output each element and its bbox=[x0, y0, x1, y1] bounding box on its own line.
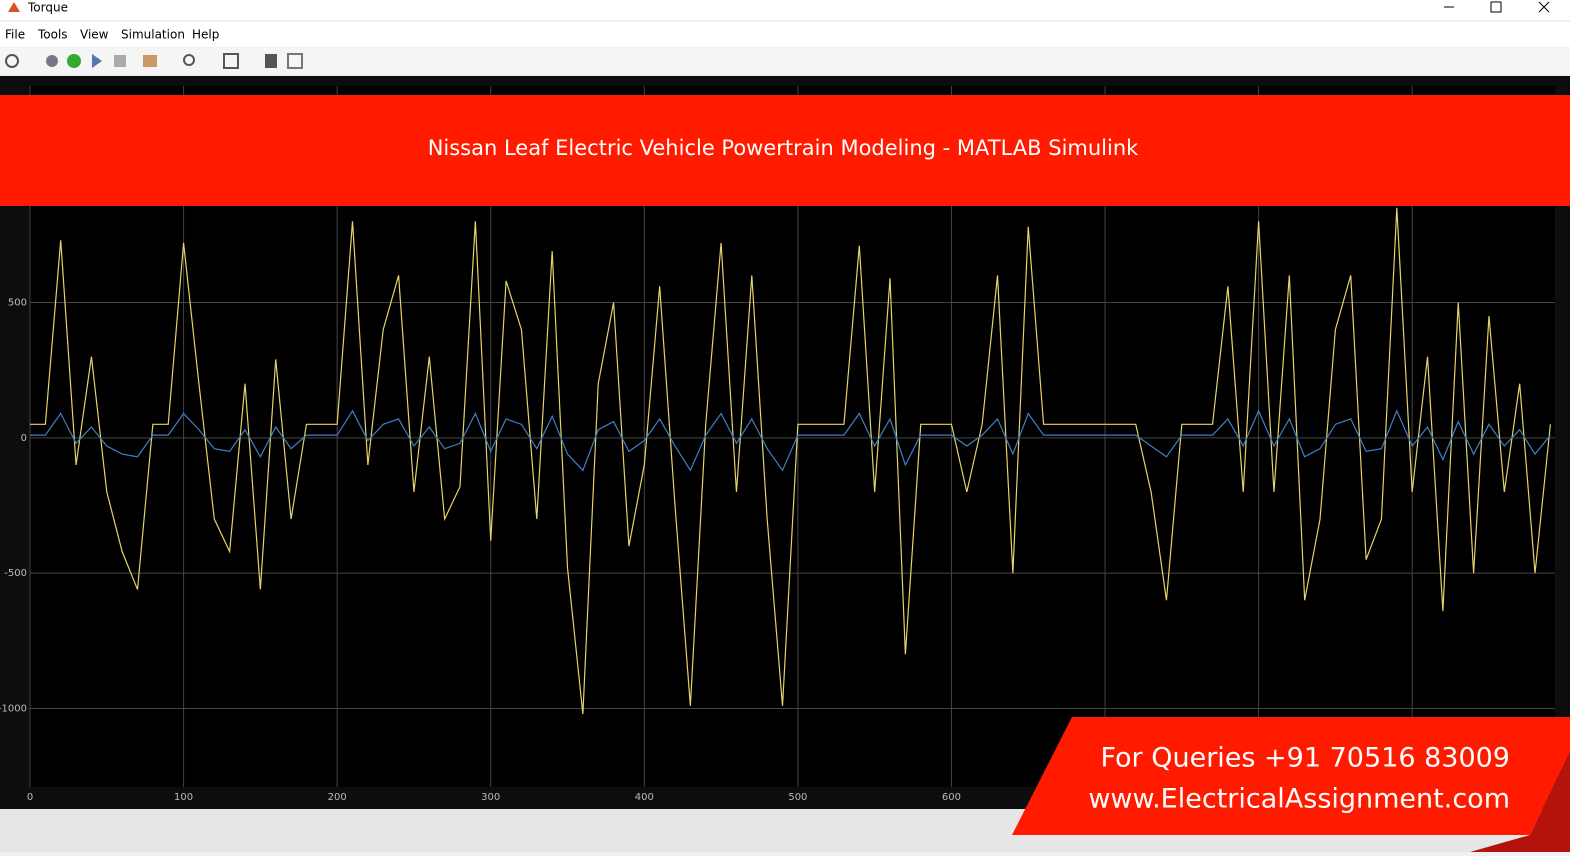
series-line bbox=[30, 409, 1551, 472]
y-tick-label: 500 bbox=[8, 298, 27, 309]
step-back-button[interactable] bbox=[46, 55, 58, 67]
title-bar bbox=[0, 0, 1570, 20]
menu-item[interactable]: Tools bbox=[37, 28, 68, 42]
banner-title: Nissan Leaf Electric Vehicle Powertrain … bbox=[428, 136, 1139, 160]
maximize[interactable] bbox=[1490, 1, 1502, 13]
app-icon bbox=[8, 2, 20, 12]
menu-item[interactable]: View bbox=[80, 28, 109, 42]
x-tick-label: 600 bbox=[942, 792, 961, 803]
measure-button[interactable] bbox=[287, 53, 303, 69]
close[interactable] bbox=[1538, 1, 1550, 13]
menu-item[interactable]: Help bbox=[192, 28, 219, 42]
contact-phone: For Queries +91 70516 83009 bbox=[1100, 743, 1510, 774]
highlight-button[interactable] bbox=[143, 55, 157, 67]
trigger-button[interactable] bbox=[265, 54, 277, 68]
x-tick-label: 200 bbox=[328, 792, 347, 803]
x-tick-label: 100 bbox=[174, 792, 193, 803]
autoscale-button[interactable] bbox=[223, 53, 239, 69]
window-title: Torque bbox=[27, 1, 68, 15]
settings-button[interactable] bbox=[5, 54, 19, 68]
x-tick-label: 400 bbox=[635, 792, 654, 803]
run-button[interactable] bbox=[67, 54, 81, 68]
y-tick-label: -500 bbox=[4, 568, 27, 579]
zoom-button[interactable] bbox=[183, 54, 195, 66]
x-tick-label: 500 bbox=[788, 792, 807, 803]
contact-website: www.ElectricalAssignment.com bbox=[1088, 784, 1510, 815]
x-tick-label: 0 bbox=[27, 792, 33, 803]
step-forward-button[interactable] bbox=[92, 54, 102, 68]
toolbar bbox=[0, 48, 1570, 74]
contact-banner bbox=[1012, 717, 1570, 835]
menu-item[interactable]: File bbox=[5, 28, 25, 42]
stop-button[interactable] bbox=[114, 55, 126, 67]
toolbar-icons bbox=[5, 53, 303, 69]
menu-bar bbox=[0, 22, 1570, 47]
menu-item[interactable]: Simulation bbox=[121, 28, 185, 42]
y-tick-label: -1000 bbox=[0, 704, 27, 715]
x-tick-label: 300 bbox=[481, 792, 500, 803]
title-banner bbox=[0, 95, 1570, 206]
y-tick-label: 0 bbox=[21, 433, 27, 444]
contact-accent bbox=[1470, 752, 1570, 852]
